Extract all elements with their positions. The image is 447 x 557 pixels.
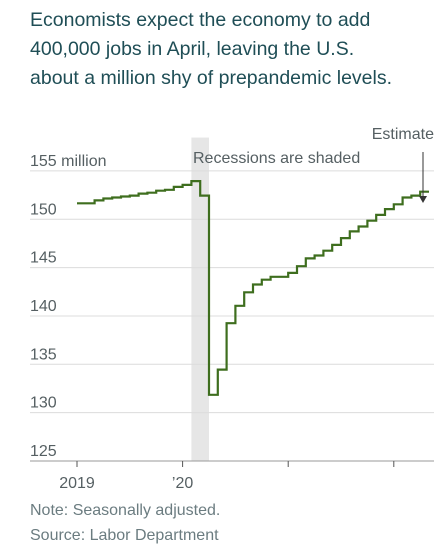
recession-shade <box>191 137 209 461</box>
chart-source: Source: Labor Department <box>30 527 219 544</box>
chart-note: Note: Seasonally adjusted. <box>30 502 221 519</box>
estimate-annotation: Estimate <box>372 126 434 143</box>
y-tick-label-150: 150 <box>30 201 57 218</box>
y-tick-label-135: 135 <box>30 346 57 363</box>
headline-line-2: 400,000 jobs in April, leaving the U.S. <box>30 38 355 60</box>
headline: Economists expect the economy to add 400… <box>30 6 442 93</box>
y-tick-label-140: 140 <box>30 298 57 315</box>
y-tick-label-130: 130 <box>30 395 57 412</box>
employment-step-line <box>77 180 429 396</box>
y-tick-label-125: 125 <box>30 443 57 460</box>
y-tick-label-145: 145 <box>30 250 57 267</box>
headline-line-1: Economists expect the economy to add <box>30 9 371 31</box>
y-tick-label-155: 155 million <box>30 153 106 170</box>
x-tick-label-2019-01: 2019 <box>59 475 95 492</box>
headline-line-3: about a million shy of prepandemic level… <box>30 67 393 89</box>
employment-chart: 125 130 135 140 145 150 155 million 2019 ’20 Re… <box>30 126 434 492</box>
recession-annotation: Recessions are shaded <box>193 150 360 167</box>
estimate-arrow-head <box>419 196 427 203</box>
x-tick-label-2020-01: ’20 <box>172 475 193 492</box>
